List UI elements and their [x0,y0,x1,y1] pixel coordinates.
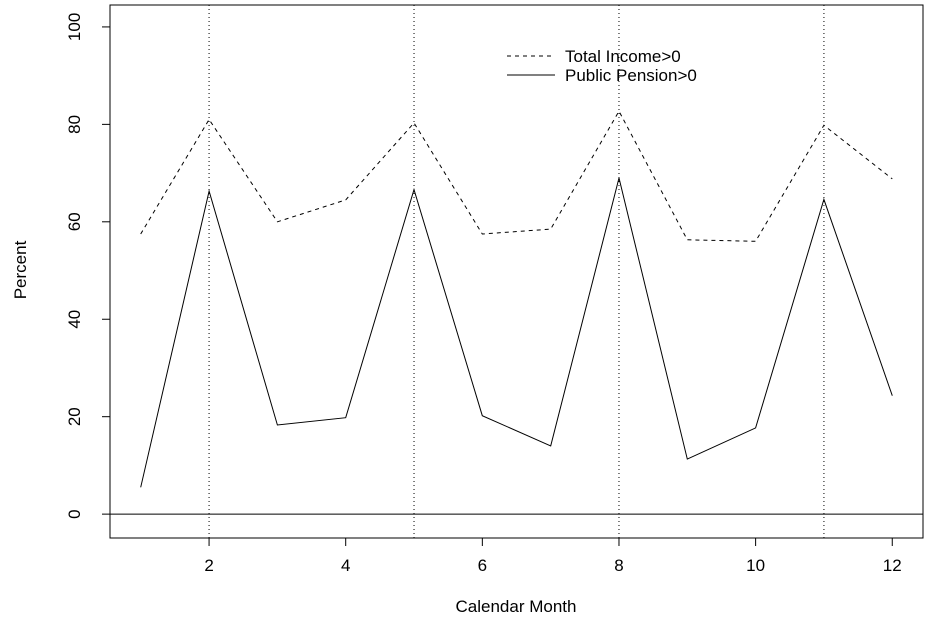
x-tick-label: 8 [614,556,623,575]
y-axis-title: Percent [11,240,30,299]
x-tick-label: 12 [883,556,902,575]
x-tick-label: 2 [204,556,213,575]
series-line-1 [140,110,893,242]
y-axis: 0 20 40 60 80 100 [65,13,111,519]
y-tick-label: 100 [65,13,84,41]
reference-vlines [208,5,825,538]
y-tick-label: 40 [65,310,84,329]
x-tick-label: 4 [341,556,350,575]
x-axis: 2 4 6 8 10 12 [204,537,902,575]
y-tick-label: 80 [65,115,84,134]
y-tick-label: 60 [65,212,84,231]
legend-label-2: Public Pension>0 [565,66,697,85]
y-tick-label: 0 [65,509,84,518]
series-lines [140,110,893,488]
x-axis-title: Calendar Month [456,597,577,616]
x-tick-label: 10 [746,556,765,575]
legend-label-1: Total Income>0 [565,47,681,66]
series-line-2 [140,177,893,488]
x-tick-label: 6 [478,556,487,575]
y-tick-label: 20 [65,407,84,426]
plot-frame [109,4,924,539]
